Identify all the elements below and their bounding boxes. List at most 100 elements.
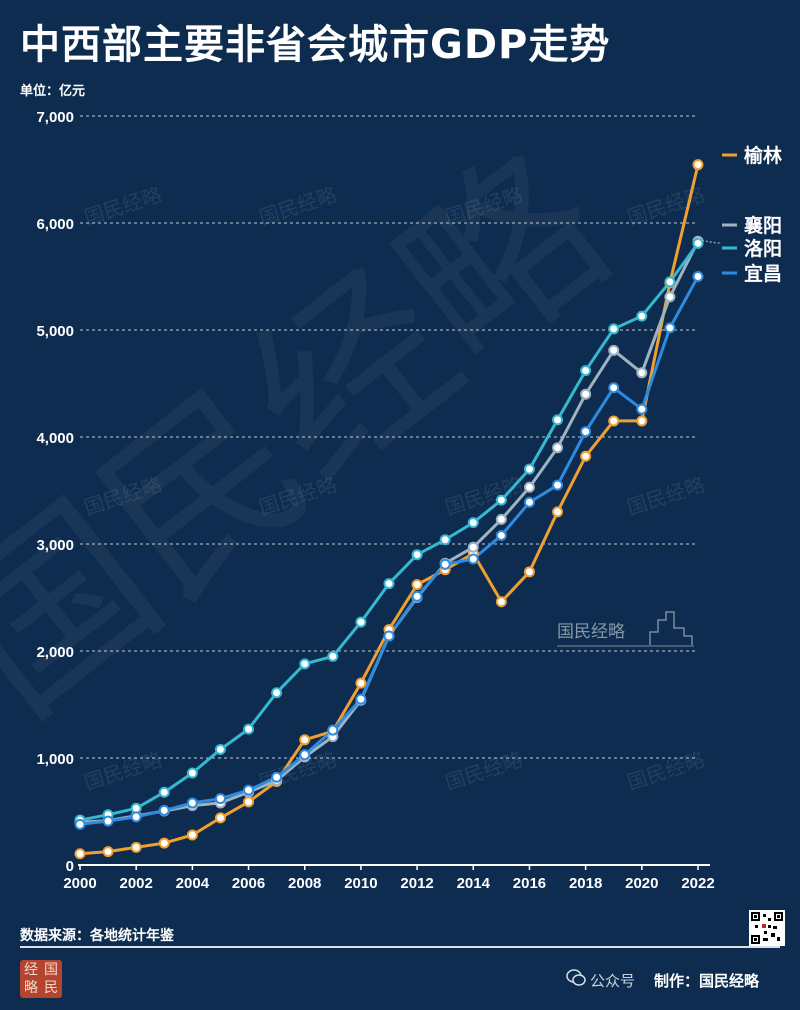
data-point [186, 767, 198, 779]
data-point [523, 496, 535, 508]
data-point [243, 723, 255, 735]
data-point [158, 804, 170, 816]
data-point [355, 616, 367, 628]
data-point [299, 658, 311, 670]
x-tick-label: 2008 [288, 875, 321, 892]
watermark-text: 国民经略 [442, 747, 526, 795]
series-points [74, 159, 704, 860]
data-point [158, 837, 170, 849]
data-point [130, 811, 142, 823]
data-point [636, 415, 648, 427]
data-point [271, 771, 283, 783]
data-point [580, 365, 592, 377]
legend-leader [697, 238, 721, 244]
watermark-text: 国民经略 [81, 747, 165, 795]
x-tick-label: 2020 [625, 875, 658, 892]
data-point [552, 442, 564, 454]
data-point [411, 590, 423, 602]
data-point [552, 414, 564, 426]
data-point [608, 382, 620, 394]
data-point [580, 450, 592, 462]
unit-label: 单位：亿元 [20, 84, 86, 99]
data-point [102, 815, 114, 827]
y-tick-label: 7,000 [36, 109, 74, 126]
legend-label: 宜昌 [744, 262, 782, 285]
data-point [243, 784, 255, 796]
data-point [523, 566, 535, 578]
page-title: 中西部主要非省会城市GDP走势 [20, 22, 611, 68]
data-point [608, 323, 620, 335]
axes: 0 1,000 2,000 3,000 4,000 5,000 6,000 7,000 2000… [36, 109, 714, 892]
y-tick-label: 4,000 [36, 430, 74, 447]
x-tick-label: 2012 [400, 875, 433, 892]
data-point [214, 812, 226, 824]
watermark-brand: 国民经略 [557, 622, 625, 642]
data-point [664, 276, 676, 288]
data-point [467, 553, 479, 565]
wechat-icon [566, 969, 586, 986]
watermark-skyline-icon [649, 611, 693, 645]
data-point [411, 579, 423, 591]
x-tick-label: 2010 [344, 875, 377, 892]
data-point [467, 541, 479, 553]
y-tick-label: 0 [66, 858, 74, 875]
data-point [523, 481, 535, 493]
footer-divider [20, 946, 780, 948]
data-point [692, 271, 704, 282]
data-point [495, 596, 507, 608]
data-point [608, 415, 620, 427]
data-point [411, 549, 423, 561]
x-tick-label: 2014 [457, 875, 491, 892]
y-tick-label: 5,000 [36, 323, 74, 340]
data-point [186, 829, 198, 841]
data-point [439, 558, 451, 570]
data-point [552, 506, 564, 518]
data-point [467, 517, 479, 529]
qr-code-icon [749, 910, 785, 946]
x-tick-label: 2022 [681, 875, 714, 892]
x-tick-label: 2006 [232, 875, 265, 892]
data-point [692, 159, 704, 171]
grid-lines [80, 115, 698, 759]
data-point [636, 310, 648, 322]
data-point [299, 734, 311, 746]
data-point [495, 494, 507, 506]
data-point [664, 322, 676, 334]
y-tick-label: 3,000 [36, 537, 74, 554]
x-tick-label: 2016 [513, 875, 546, 892]
data-point [495, 529, 507, 541]
x-tick-label: 2000 [63, 875, 96, 892]
wechat-label: 公众号 [590, 972, 636, 990]
data-point [636, 403, 648, 415]
data-point [580, 388, 592, 400]
legend-label: 襄阳 [743, 214, 782, 237]
data-point [102, 846, 114, 858]
brand-logo: 经国 略民 [20, 960, 62, 998]
data-point [383, 630, 395, 642]
data-point [664, 291, 676, 303]
data-point [580, 426, 592, 438]
data-point [383, 578, 395, 590]
data-point [552, 479, 564, 491]
x-tick-label: 2018 [569, 875, 602, 892]
data-point [327, 650, 339, 662]
data-point [523, 463, 535, 475]
x-tick-label: 2004 [176, 875, 210, 892]
watermark-text: 国民经略 [624, 747, 708, 795]
data-point [74, 848, 86, 860]
legend-label: 榆林 [744, 144, 782, 167]
data-point [74, 818, 86, 830]
data-point [495, 513, 507, 525]
legend-label: 洛阳 [744, 237, 782, 260]
watermark-text: 国民经略 [624, 182, 708, 230]
data-point [327, 724, 339, 736]
data-point [299, 749, 311, 761]
data-point [439, 534, 451, 546]
y-tick-label: 1,000 [36, 751, 74, 768]
data-point [214, 793, 226, 805]
y-tick-label: 2,000 [36, 644, 74, 661]
data-point [271, 687, 283, 699]
data-source: 数据来源：各地统计年鉴 [20, 928, 174, 944]
